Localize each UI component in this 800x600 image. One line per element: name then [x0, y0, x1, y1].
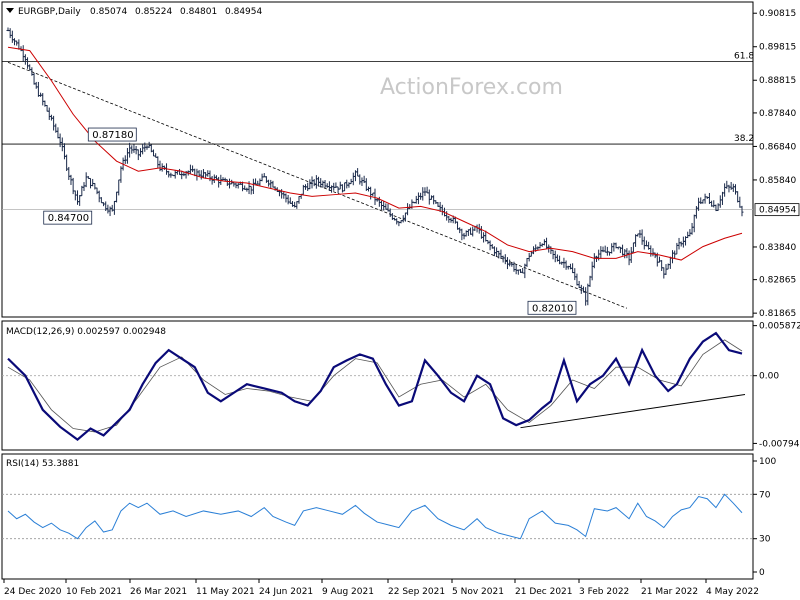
current-price-box	[754, 203, 800, 217]
symbol-label: EURGBP,Daily	[18, 7, 81, 17]
macd-panel-frame	[1, 320, 754, 451]
macd-trendline	[520, 393, 746, 429]
x-tick-label: 24 Dec 2020	[4, 587, 62, 597]
price-annotation-2: 0.82010	[527, 300, 577, 315]
price-y-tick-label: 0.81865	[759, 309, 796, 319]
ohlc-bar	[740, 205, 744, 217]
x-tick-label: 11 May 2021	[196, 587, 255, 597]
rsi-label: RSI(14) 53.3881	[6, 459, 79, 469]
x-axis: 24 Dec 2020 10 Feb 2021 26 Mar 2021 11 May …	[3, 579, 759, 597]
annotation-text: 0.82010	[532, 303, 573, 314]
price-panel-frame	[1, 1, 754, 318]
rsi-y-tick-label: 70	[759, 490, 771, 500]
fib-label-0: 61.8	[734, 52, 754, 62]
rsi-y-tick-label: 100	[759, 457, 776, 467]
x-tick-label: 5 Nov 2021	[452, 587, 504, 597]
price-y-tick-label: 0.83840	[759, 243, 796, 253]
x-tick-label: 4 May 2022	[706, 587, 759, 597]
fib-label-1: 38.2	[734, 134, 754, 144]
rsi-y-tick-label: 30	[759, 535, 771, 545]
rsi-y-tick-label: 0	[759, 568, 765, 578]
price-annotations: 0.87180 0.84700 0.82010	[43, 127, 577, 315]
rsi-panel-frame	[1, 453, 754, 580]
x-tick-label: 3 Feb 2022	[579, 587, 629, 597]
current-price-text: 0.84954	[759, 206, 796, 216]
price-y-tick-label: 0.89815	[759, 43, 796, 53]
dropdown-triangle-icon[interactable]	[6, 8, 14, 13]
ohlc-low: 0.84801	[180, 7, 217, 17]
price-annotation-1: 0.84700	[43, 210, 93, 225]
dashed-trendline	[7, 61, 628, 309]
price-y-tick-label: 0.90815	[759, 9, 796, 19]
annotation-box	[43, 210, 93, 225]
x-tick-label: 9 Aug 2021	[322, 587, 374, 597]
price-y-tick-label: 0.85840	[759, 176, 796, 186]
rsi-lines	[2, 493, 753, 540]
macd-main-line	[7, 331, 743, 442]
price-annotation-0: 0.87180	[87, 127, 137, 142]
price-bars	[6, 27, 744, 306]
x-tick-label: 10 Feb 2021	[66, 587, 122, 597]
macd-y-tick-label: -0.007945	[759, 439, 800, 449]
price-y-axis: 0.90815 0.89815 0.88815 0.87840 0.86840 0.858…	[753, 9, 800, 319]
header-info: EURGBP,Daily 0.85074 0.85224 0.84801 0.8…	[6, 7, 262, 17]
sma-line	[7, 46, 743, 261]
macd-lines	[2, 331, 753, 442]
ohlc-open: 0.85074	[90, 7, 127, 17]
annotation-box	[87, 127, 137, 142]
current-price-badge: 0.84954	[754, 203, 800, 217]
macd-y-axis: 0.005872 0.00 -0.007945	[753, 322, 800, 449]
x-tick-label: 26 Mar 2021	[130, 587, 187, 597]
price-y-tick-label: 0.82865	[759, 276, 796, 286]
price-y-tick-label: 0.88815	[759, 76, 796, 86]
macd-y-tick-label: 0.00	[759, 372, 779, 382]
annotation-text: 0.84700	[48, 213, 89, 224]
macd-label: MACD(12,26,9) 0.002597 0.002948	[6, 327, 166, 337]
ohlc-high: 0.85224	[135, 7, 172, 17]
price-y-tick-label: 0.87840	[759, 109, 796, 119]
annotation-text: 0.87180	[92, 130, 133, 141]
moving-average	[7, 46, 743, 261]
price-trendline	[7, 61, 628, 309]
watermark: ActionForex.com	[380, 75, 563, 100]
rsi-y-axis: 100 70 30 0	[753, 457, 776, 578]
x-tick-label: 21 Dec 2021	[515, 587, 573, 597]
rsi-line	[7, 493, 743, 540]
price-horizontal-lines: 61.8 38.2	[2, 52, 754, 211]
x-tick-label: 24 Jun 2021	[259, 587, 313, 597]
x-tick-label: 22 Sep 2021	[388, 587, 445, 597]
annotation-box	[527, 300, 577, 315]
ohlc-close: 0.84954	[225, 7, 262, 17]
price-y-tick-label: 0.86840	[759, 142, 796, 152]
macd-y-tick-label: 0.005872	[759, 322, 800, 332]
x-tick-label: 21 Mar 2022	[641, 587, 698, 597]
